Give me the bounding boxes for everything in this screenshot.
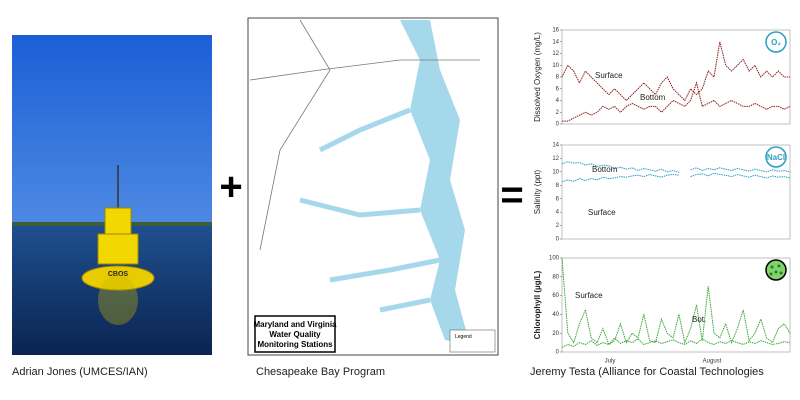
series-line: [690, 167, 791, 173]
y-tick-label: 2: [556, 223, 560, 229]
y-tick-label: 20: [552, 331, 559, 337]
annotation: Surface: [595, 71, 623, 80]
y-tick-label: 0: [556, 350, 560, 356]
y-tick-label: 0: [556, 237, 560, 243]
icon: [765, 259, 787, 281]
buoy-tower: [104, 207, 132, 235]
y-tick-label: 4: [556, 98, 560, 104]
annotation: Bottom: [640, 93, 666, 102]
map-caption: Chesapeake Bay Program: [256, 366, 385, 378]
photo-caption: Adrian Jones (UMCES/IAN): [12, 366, 148, 378]
y-tick-label: 10: [552, 63, 559, 69]
series-line: [561, 337, 791, 348]
y-tick-label: 0: [556, 122, 560, 128]
series-line: [562, 81, 791, 122]
icon-dot: [777, 264, 781, 268]
buoy-photo: CBOS: [12, 35, 212, 355]
icon-dot: [770, 265, 774, 269]
icon-dot: [779, 271, 783, 275]
equals-sign: =: [500, 173, 523, 217]
map: Maryland and Virginia Water Quality Moni…: [247, 17, 499, 356]
map-title-line: Water Quality: [269, 330, 321, 339]
y-tick-label: 12: [552, 51, 559, 57]
x-tick-label: August: [703, 359, 722, 365]
charts-caption: Jeremy Testa (Alliance for Coastal Techn…: [530, 366, 764, 378]
legend-box: [449, 329, 496, 353]
y-tick-label: 14: [552, 39, 559, 45]
y-tick-label: 14: [552, 143, 559, 149]
y-tick-label: 80: [552, 274, 559, 280]
y-tick-label: 100: [549, 256, 560, 262]
y-axis-label: Chlorophyll (µg/L): [533, 270, 542, 339]
y-tick-label: 8: [556, 183, 560, 189]
y-tick-label: 6: [556, 196, 560, 202]
series-line: [561, 173, 679, 183]
y-tick-label: 12: [552, 156, 559, 162]
y-axis-label: Salinity (ppt): [533, 169, 542, 214]
x-tick-label: July: [605, 359, 616, 365]
map-title-line: Monitoring Stations: [257, 340, 333, 349]
icon: [765, 31, 787, 53]
y-tick-label: 60: [552, 293, 559, 299]
icon-dot: [774, 270, 778, 274]
borders: [249, 19, 480, 251]
buoy-label: CBOS: [108, 271, 129, 278]
plot-frame: [561, 257, 791, 353]
buoy-body: [97, 233, 139, 265]
series-line: [561, 161, 680, 173]
map-title-line: Maryland and Virginia: [254, 320, 338, 329]
series-line: [690, 172, 791, 179]
y-tick-label: 2: [556, 110, 560, 116]
reflection: [98, 275, 138, 325]
plus-sign: +: [219, 165, 242, 209]
y-axis-label: Dissolved Oxygen (mg/L): [533, 32, 542, 122]
annotation: Surface: [588, 208, 616, 217]
map-frame: [247, 17, 499, 356]
y-tick-label: 4: [556, 210, 560, 216]
y-tick-label: 10: [552, 169, 559, 175]
y-tick-label: 16: [552, 28, 559, 34]
icon-dot: [769, 272, 773, 276]
map-title-box: [254, 315, 336, 353]
icon-label: NaCl: [767, 153, 785, 162]
icon-label: O₂: [771, 38, 781, 47]
annotation: Bot.: [692, 315, 706, 324]
series-line: [561, 257, 791, 346]
plot-frame: [561, 144, 791, 240]
buoy-float: [81, 265, 155, 291]
y-tick-label: 8: [556, 75, 560, 81]
map-legend: Legend: [455, 334, 472, 340]
y-tick-label: 40: [552, 312, 559, 318]
rivers: [299, 107, 441, 313]
annotation: Surface: [575, 291, 603, 300]
icon: [765, 146, 787, 168]
annotation: Bottom: [592, 165, 618, 174]
bay: [400, 20, 470, 345]
y-tick-label: 6: [556, 86, 560, 92]
